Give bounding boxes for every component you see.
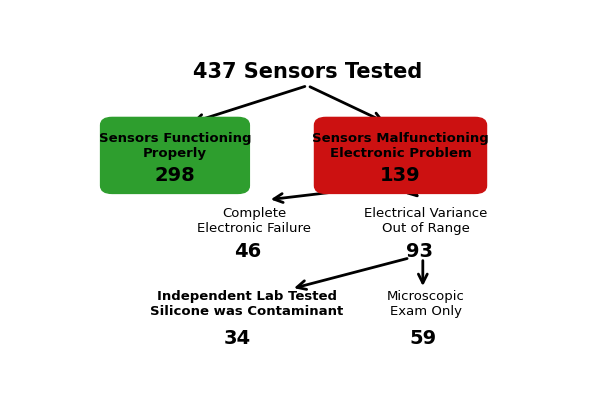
Text: Sensors Functioning
Properly: Sensors Functioning Properly: [99, 132, 251, 160]
Text: 46: 46: [235, 242, 262, 261]
FancyBboxPatch shape: [314, 117, 487, 193]
Text: 298: 298: [155, 166, 196, 185]
Text: Independent Lab Tested
Silicone was Contaminant: Independent Lab Tested Silicone was Cont…: [151, 291, 344, 318]
Text: 437 Sensors Tested: 437 Sensors Tested: [193, 62, 422, 82]
Text: 59: 59: [409, 329, 436, 348]
Text: Electrical Variance
Out of Range: Electrical Variance Out of Range: [364, 207, 488, 235]
Text: Sensors Malfunctioning
Electronic Problem: Sensors Malfunctioning Electronic Proble…: [312, 132, 489, 160]
Text: 93: 93: [406, 242, 433, 261]
Text: 139: 139: [380, 166, 421, 185]
Text: Microscopic
Exam Only: Microscopic Exam Only: [387, 291, 465, 318]
Text: Complete
Electronic Failure: Complete Electronic Failure: [197, 207, 311, 235]
Text: 34: 34: [223, 329, 250, 348]
FancyBboxPatch shape: [101, 117, 250, 193]
